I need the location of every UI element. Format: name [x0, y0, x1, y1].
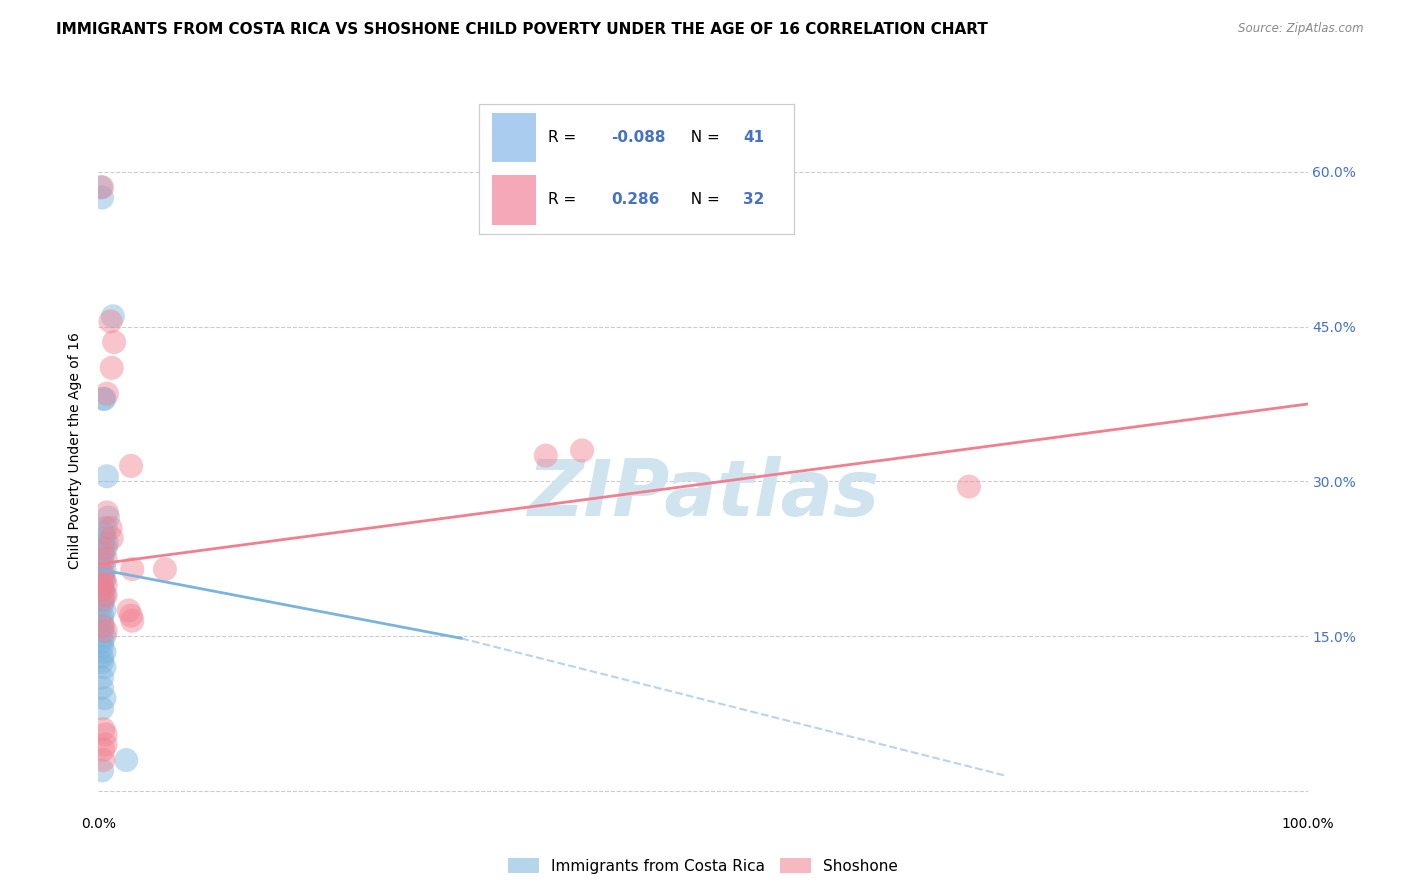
Point: [91, 567, 114, 582]
Point: [91, 547, 114, 561]
Point: [93, 691, 115, 706]
Point: [91, 671, 114, 685]
Point: [91, 655, 114, 669]
Point: [93, 645, 115, 659]
Point: [96, 536, 118, 550]
Point: [91, 392, 114, 406]
Point: [91, 582, 114, 597]
Point: [91, 191, 114, 205]
Point: [91, 608, 114, 623]
Point: [93, 660, 115, 674]
Point: [100, 314, 122, 328]
Point: [534, 449, 557, 463]
Point: [91, 567, 114, 582]
Point: [91, 614, 114, 628]
Point: [91, 557, 114, 571]
Point: [91, 180, 114, 194]
Point: [91, 722, 114, 736]
Point: [91, 577, 114, 591]
Point: [91, 634, 114, 648]
Point: [94, 588, 117, 602]
Point: [91, 599, 114, 613]
Point: [571, 443, 593, 458]
Legend: Immigrants from Costa Rica, Shoshone: Immigrants from Costa Rica, Shoshone: [502, 852, 904, 880]
Point: [115, 753, 138, 767]
Point: [120, 608, 142, 623]
Point: [96, 505, 118, 519]
Point: [91, 681, 114, 695]
Point: [93, 588, 115, 602]
Point: [94, 577, 117, 591]
Point: [118, 603, 141, 617]
Point: [91, 541, 114, 556]
Point: [91, 743, 114, 757]
Point: [91, 593, 114, 607]
Point: [100, 531, 122, 545]
Point: [91, 619, 114, 633]
Point: [91, 624, 114, 639]
Point: [94, 624, 117, 639]
Point: [100, 360, 122, 375]
Text: IMMIGRANTS FROM COSTA RICA VS SHOSHONE CHILD POVERTY UNDER THE AGE OF 16 CORRELA: IMMIGRANTS FROM COSTA RICA VS SHOSHONE C…: [56, 22, 988, 37]
Point: [91, 640, 114, 654]
Point: [94, 521, 117, 535]
Y-axis label: Child Poverty Under the Age of 16: Child Poverty Under the Age of 16: [69, 332, 83, 569]
Point: [91, 619, 114, 633]
Point: [957, 480, 980, 494]
Point: [93, 562, 115, 576]
Point: [91, 551, 114, 566]
Point: [97, 510, 120, 524]
Point: [91, 701, 114, 715]
Point: [93, 603, 115, 617]
Text: Source: ZipAtlas.com: Source: ZipAtlas.com: [1239, 22, 1364, 36]
Point: [94, 551, 117, 566]
Point: [93, 629, 115, 643]
Point: [103, 334, 125, 349]
Point: [91, 582, 114, 597]
Point: [94, 738, 117, 752]
Point: [91, 753, 114, 767]
Point: [91, 573, 114, 587]
Point: [121, 614, 143, 628]
Point: [94, 541, 117, 556]
Point: [93, 392, 115, 406]
Point: [91, 649, 114, 664]
Point: [91, 593, 114, 607]
Point: [94, 727, 117, 741]
Point: [101, 310, 124, 324]
Point: [90, 180, 112, 194]
Point: [91, 764, 114, 778]
Point: [93, 531, 115, 545]
Point: [100, 521, 122, 535]
Point: [96, 386, 118, 401]
Point: [120, 458, 142, 473]
Point: [153, 562, 176, 576]
Point: [96, 469, 118, 483]
Point: [93, 573, 115, 587]
Text: ZIPatlas: ZIPatlas: [527, 456, 879, 532]
Point: [91, 526, 114, 541]
Point: [121, 562, 143, 576]
